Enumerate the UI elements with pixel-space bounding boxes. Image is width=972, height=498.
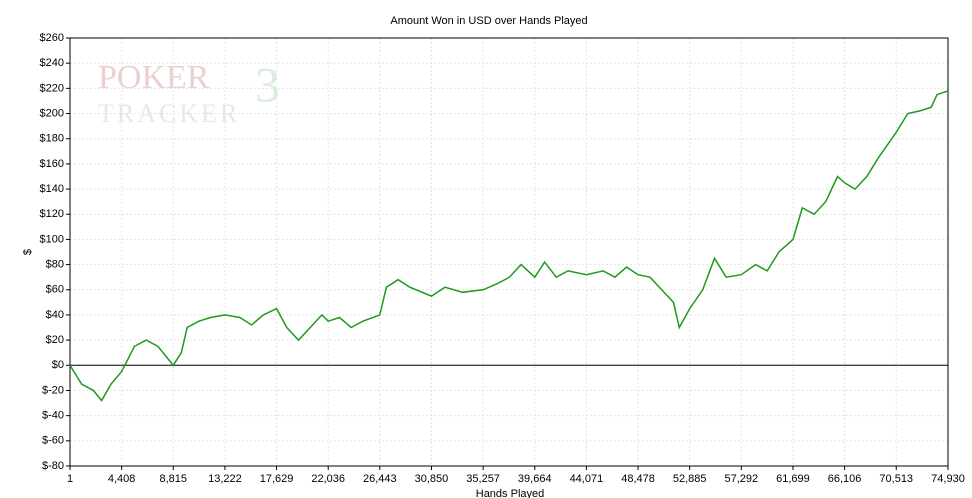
watermark-text: POKER	[98, 59, 210, 96]
y-tick-label: $-40	[42, 410, 64, 422]
data-line	[69, 90, 949, 402]
y-tick-label: $-60	[42, 435, 64, 447]
y-tick-label: $140	[40, 183, 64, 195]
y-tick-label: $0	[52, 359, 64, 371]
y-tick-label: $160	[40, 158, 64, 170]
x-tick-label: 44,071	[570, 473, 604, 485]
y-tick-label: $60	[46, 284, 64, 296]
x-tick-label: 61,699	[776, 473, 810, 485]
x-tick-label: 4,408	[108, 473, 136, 485]
y-axis-label: $	[22, 249, 34, 255]
y-tick-label: $40	[46, 309, 64, 321]
x-tick-label: 17,629	[260, 473, 294, 485]
y-tick-label: $240	[40, 57, 64, 69]
y-tick-label: $-20	[42, 384, 64, 396]
x-tick-label: 74,930	[931, 473, 965, 485]
y-tick-label: $200	[40, 107, 64, 119]
x-tick-label: 35,257	[466, 473, 500, 485]
x-tick-label: 70,513	[879, 473, 913, 485]
y-tick-label: $180	[40, 133, 64, 145]
plot-frame	[69, 37, 949, 467]
y-tick-label: $220	[40, 82, 64, 94]
x-tick-label: 57,292	[724, 473, 758, 485]
y-tick-label: $100	[40, 233, 64, 245]
x-tick-label: 26,443	[363, 473, 397, 485]
y-tick-label: $-80	[42, 460, 64, 472]
x-tick-label: 48,478	[621, 473, 655, 485]
x-axis-label: Hands Played	[476, 488, 545, 498]
watermark-text: 3	[255, 56, 280, 112]
x-tick-label: 13,222	[208, 473, 242, 485]
x-tick-label: 8,815	[160, 473, 188, 485]
y-tick-label: $80	[46, 258, 64, 270]
x-tick-label: 22,036	[311, 473, 345, 485]
x-tick-label: 39,664	[518, 473, 552, 485]
y-tick-label: $260	[40, 32, 64, 44]
y-tick-label: $20	[46, 334, 64, 346]
x-tick-label: 52,885	[673, 473, 707, 485]
x-tick-label: 30,850	[415, 473, 449, 485]
chart-title: Amount Won in USD over Hands Played	[390, 15, 587, 27]
x-tick-label: 1	[67, 473, 73, 485]
y-tick-label: $120	[40, 208, 64, 220]
x-tick-label: 66,106	[828, 473, 862, 485]
